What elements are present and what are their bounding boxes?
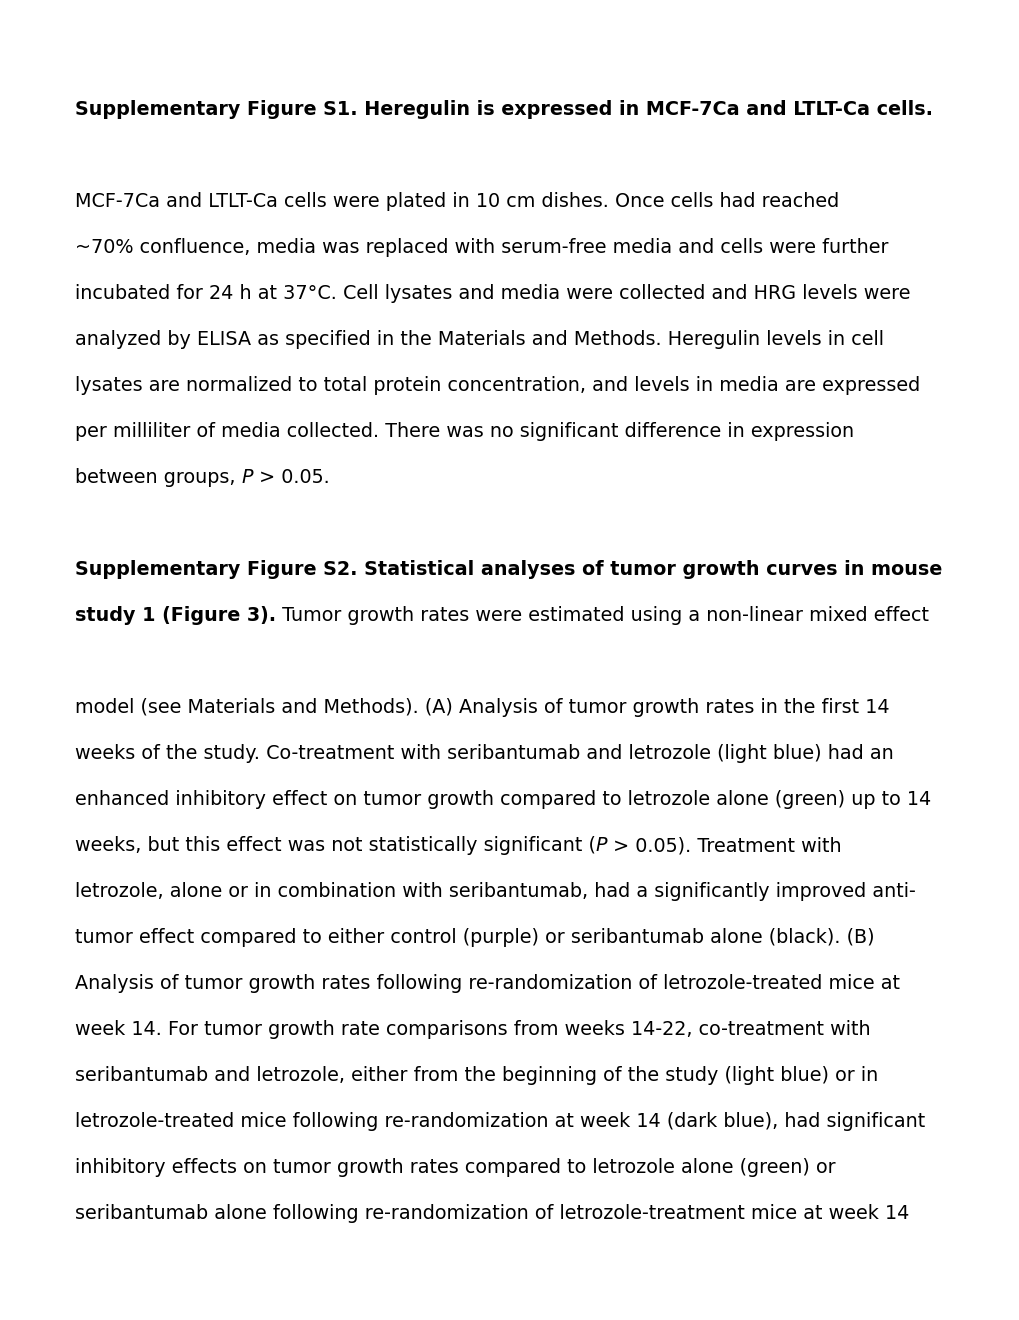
- Text: letrozole-treated mice following re-randomization at week 14 (dark blue), had si: letrozole-treated mice following re-rand…: [75, 1111, 924, 1131]
- Text: tumor effect compared to either control (purple) or seribantumab alone (black). : tumor effect compared to either control …: [75, 928, 873, 946]
- Text: model (see Materials and Methods). (A) Analysis of tumor growth rates in the fir: model (see Materials and Methods). (A) A…: [75, 698, 889, 717]
- Text: lysates are normalized to total protein concentration, and levels in media are e: lysates are normalized to total protein …: [75, 376, 919, 395]
- Text: ~70% confluence, media was replaced with serum-free media and cells were further: ~70% confluence, media was replaced with…: [75, 238, 888, 257]
- Text: seribantumab and letrozole, either from the beginning of the study (light blue) : seribantumab and letrozole, either from …: [75, 1067, 877, 1085]
- Text: week 14. For tumor growth rate comparisons from weeks 14-22, co-treatment with: week 14. For tumor growth rate compariso…: [75, 1020, 870, 1039]
- Text: P: P: [242, 469, 253, 487]
- Text: > 0.05). Treatment with: > 0.05). Treatment with: [606, 836, 841, 855]
- Text: per milliliter of media collected. There was no significant difference in expres: per milliliter of media collected. There…: [75, 422, 853, 441]
- Text: Analysis of tumor growth rates following re-randomization of letrozole-treated m: Analysis of tumor growth rates following…: [75, 974, 899, 993]
- Text: study 1 (Figure 3).: study 1 (Figure 3).: [75, 606, 276, 624]
- Text: Supplementary Figure S1. Heregulin is expressed in MCF-7Ca and LTLT-Ca cells.: Supplementary Figure S1. Heregulin is ex…: [75, 100, 932, 119]
- Text: inhibitory effects on tumor growth rates compared to letrozole alone (green) or: inhibitory effects on tumor growth rates…: [75, 1158, 835, 1177]
- Text: weeks, but this effect was not statistically significant (: weeks, but this effect was not statistic…: [75, 836, 595, 855]
- Text: weeks of the study. Co-treatment with seribantumab and letrozole (light blue) ha: weeks of the study. Co-treatment with se…: [75, 744, 893, 763]
- Text: analyzed by ELISA as specified in the Materials and Methods. Heregulin levels in: analyzed by ELISA as specified in the Ma…: [75, 330, 883, 348]
- Text: seribantumab alone following re-randomization of letrozole-treatment mice at wee: seribantumab alone following re-randomiz…: [75, 1204, 909, 1224]
- Text: MCF-7Ca and LTLT-Ca cells were plated in 10 cm dishes. Once cells had reached: MCF-7Ca and LTLT-Ca cells were plated in…: [75, 191, 839, 211]
- Text: incubated for 24 h at 37°C. Cell lysates and media were collected and HRG levels: incubated for 24 h at 37°C. Cell lysates…: [75, 284, 910, 304]
- Text: letrozole, alone or in combination with seribantumab, had a significantly improv: letrozole, alone or in combination with …: [75, 882, 915, 902]
- Text: enhanced inhibitory effect on tumor growth compared to letrozole alone (green) u: enhanced inhibitory effect on tumor grow…: [75, 789, 930, 809]
- Text: Tumor growth rates were estimated using a non-linear mixed effect: Tumor growth rates were estimated using …: [276, 606, 928, 624]
- Text: P: P: [595, 836, 606, 855]
- Text: > 0.05.: > 0.05.: [253, 469, 329, 487]
- Text: Supplementary Figure S2. Statistical analyses of tumor growth curves in mouse: Supplementary Figure S2. Statistical ana…: [75, 560, 942, 579]
- Text: between groups,: between groups,: [75, 469, 242, 487]
